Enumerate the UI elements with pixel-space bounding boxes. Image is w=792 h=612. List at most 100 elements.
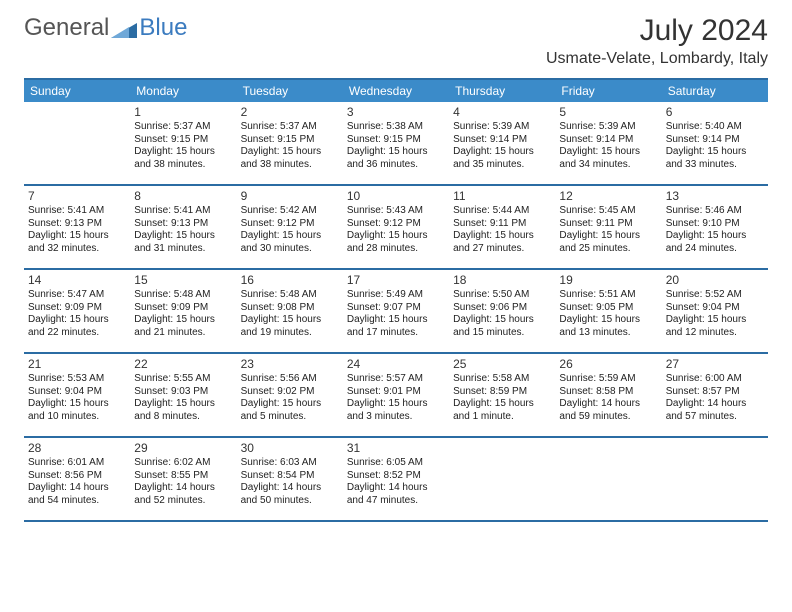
day-number: 29 [134,441,232,456]
day-number: 2 [241,105,339,120]
sunrise-text: Sunrise: 5:39 AM [453,121,551,134]
daylight-text: Daylight: 14 hours and 59 minutes. [559,398,657,423]
day-cell: 18Sunrise: 5:50 AMSunset: 9:06 PMDayligh… [449,270,555,352]
sunset-text: Sunset: 9:14 PM [666,134,764,147]
daylight-text: Daylight: 15 hours and 28 minutes. [347,230,445,255]
sunset-text: Sunset: 9:12 PM [241,218,339,231]
sunset-text: Sunset: 9:15 PM [347,134,445,147]
sunrise-text: Sunrise: 5:38 AM [347,121,445,134]
day-number: 10 [347,189,445,204]
daylight-text: Daylight: 15 hours and 33 minutes. [666,146,764,171]
day-number: 12 [559,189,657,204]
sunset-text: Sunset: 9:06 PM [453,302,551,315]
day-number: 31 [347,441,445,456]
day-cell: 4Sunrise: 5:39 AMSunset: 9:14 PMDaylight… [449,102,555,184]
day-cell [555,438,661,520]
sunrise-text: Sunrise: 5:44 AM [453,205,551,218]
sunrise-text: Sunrise: 6:05 AM [347,457,445,470]
sunrise-text: Sunrise: 5:42 AM [241,205,339,218]
daylight-text: Daylight: 14 hours and 57 minutes. [666,398,764,423]
day-number: 19 [559,273,657,288]
day-number: 8 [134,189,232,204]
weekday-header: Monday [130,80,236,102]
sunset-text: Sunset: 9:04 PM [666,302,764,315]
sunrise-text: Sunrise: 5:49 AM [347,289,445,302]
sunrise-text: Sunrise: 5:58 AM [453,373,551,386]
week-row: 14Sunrise: 5:47 AMSunset: 9:09 PMDayligh… [24,270,768,354]
day-number: 16 [241,273,339,288]
sunset-text: Sunset: 9:01 PM [347,386,445,399]
sunset-text: Sunset: 9:08 PM [241,302,339,315]
daylight-text: Daylight: 15 hours and 38 minutes. [134,146,232,171]
day-cell: 6Sunrise: 5:40 AMSunset: 9:14 PMDaylight… [662,102,768,184]
sunrise-text: Sunrise: 5:59 AM [559,373,657,386]
daylight-text: Daylight: 15 hours and 17 minutes. [347,314,445,339]
sunrise-text: Sunrise: 5:48 AM [134,289,232,302]
sunset-text: Sunset: 9:12 PM [347,218,445,231]
weekday-header: Tuesday [237,80,343,102]
flag-icon [111,18,137,38]
month-title: July 2024 [546,14,768,48]
day-number: 3 [347,105,445,120]
day-cell: 5Sunrise: 5:39 AMSunset: 9:14 PMDaylight… [555,102,661,184]
sunset-text: Sunset: 9:03 PM [134,386,232,399]
day-cell: 24Sunrise: 5:57 AMSunset: 9:01 PMDayligh… [343,354,449,436]
sunset-text: Sunset: 9:04 PM [28,386,126,399]
day-number: 20 [666,273,764,288]
sunrise-text: Sunrise: 5:50 AM [453,289,551,302]
daylight-text: Daylight: 15 hours and 1 minute. [453,398,551,423]
week-row: 1Sunrise: 5:37 AMSunset: 9:15 PMDaylight… [24,102,768,186]
sunset-text: Sunset: 8:58 PM [559,386,657,399]
day-number: 4 [453,105,551,120]
day-cell: 3Sunrise: 5:38 AMSunset: 9:15 PMDaylight… [343,102,449,184]
daylight-text: Daylight: 15 hours and 27 minutes. [453,230,551,255]
daylight-text: Daylight: 15 hours and 32 minutes. [28,230,126,255]
sunset-text: Sunset: 9:09 PM [134,302,232,315]
sunrise-text: Sunrise: 5:53 AM [28,373,126,386]
day-number: 18 [453,273,551,288]
title-block: July 2024 Usmate-Velate, Lombardy, Italy [546,14,768,68]
day-cell: 22Sunrise: 5:55 AMSunset: 9:03 PMDayligh… [130,354,236,436]
sunset-text: Sunset: 9:15 PM [241,134,339,147]
day-cell: 29Sunrise: 6:02 AMSunset: 8:55 PMDayligh… [130,438,236,520]
day-number: 24 [347,357,445,372]
day-number: 7 [28,189,126,204]
sunset-text: Sunset: 9:14 PM [453,134,551,147]
daylight-text: Daylight: 15 hours and 3 minutes. [347,398,445,423]
sunrise-text: Sunrise: 6:01 AM [28,457,126,470]
sunset-text: Sunset: 9:11 PM [559,218,657,231]
day-cell: 2Sunrise: 5:37 AMSunset: 9:15 PMDaylight… [237,102,343,184]
day-cell: 19Sunrise: 5:51 AMSunset: 9:05 PMDayligh… [555,270,661,352]
daylight-text: Daylight: 15 hours and 12 minutes. [666,314,764,339]
day-number: 1 [134,105,232,120]
sunset-text: Sunset: 9:13 PM [134,218,232,231]
sunrise-text: Sunrise: 5:56 AM [241,373,339,386]
sunset-text: Sunset: 9:15 PM [134,134,232,147]
day-number: 28 [28,441,126,456]
brand-general: General [24,14,109,42]
daylight-text: Daylight: 15 hours and 10 minutes. [28,398,126,423]
day-number: 17 [347,273,445,288]
daylight-text: Daylight: 15 hours and 8 minutes. [134,398,232,423]
weekday-header: Thursday [449,80,555,102]
daylight-text: Daylight: 15 hours and 5 minutes. [241,398,339,423]
sunset-text: Sunset: 9:05 PM [559,302,657,315]
daylight-text: Daylight: 14 hours and 47 minutes. [347,482,445,507]
weekday-header: Wednesday [343,80,449,102]
weekday-header: Friday [555,80,661,102]
sunset-text: Sunset: 8:56 PM [28,470,126,483]
sunrise-text: Sunrise: 5:48 AM [241,289,339,302]
sunset-text: Sunset: 9:13 PM [28,218,126,231]
day-cell: 11Sunrise: 5:44 AMSunset: 9:11 PMDayligh… [449,186,555,268]
day-cell: 30Sunrise: 6:03 AMSunset: 8:54 PMDayligh… [237,438,343,520]
weekday-header: Saturday [662,80,768,102]
week-row: 7Sunrise: 5:41 AMSunset: 9:13 PMDaylight… [24,186,768,270]
header: General Blue July 2024 Usmate-Velate, Lo… [0,0,792,72]
daylight-text: Daylight: 15 hours and 38 minutes. [241,146,339,171]
day-number: 13 [666,189,764,204]
day-number: 9 [241,189,339,204]
sunrise-text: Sunrise: 5:55 AM [134,373,232,386]
day-number: 30 [241,441,339,456]
day-cell: 8Sunrise: 5:41 AMSunset: 9:13 PMDaylight… [130,186,236,268]
day-number: 25 [453,357,551,372]
